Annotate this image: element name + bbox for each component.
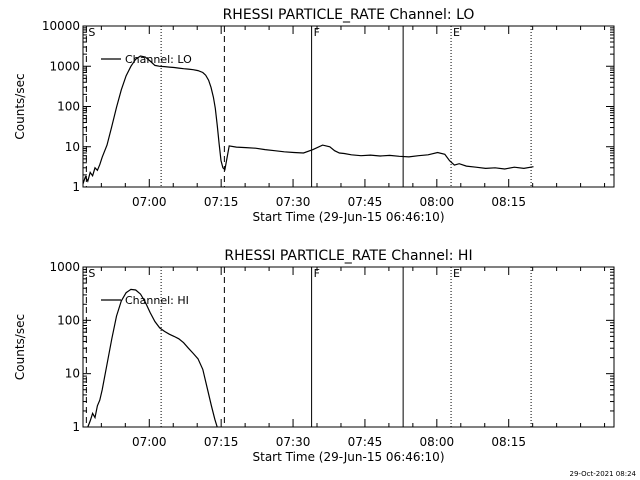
x-tick-label: 08:15 <box>491 435 526 449</box>
lo-channel-panel: RHESSI PARTICLE_RATE Channel: LO Start Ti… <box>13 7 615 224</box>
x-tick-label: 07:45 <box>348 195 383 209</box>
x-tick-label: 07:15 <box>204 195 239 209</box>
y-tick-label: 10 <box>65 140 80 154</box>
x-tick-label: 07:15 <box>204 435 239 449</box>
x-tick-label: 08:00 <box>420 435 455 449</box>
event-marker-label: F <box>314 26 320 39</box>
y-axis-label: Counts/sec <box>13 314 27 380</box>
y-tick-label: 1 <box>72 420 80 434</box>
data-series-line <box>87 288 218 428</box>
footer-date-stamp: 29-Oct-2021 08:24 <box>570 470 637 478</box>
x-axis-label: Start Time (29-Jun-15 06:46:10) <box>253 450 445 464</box>
y-axis-label: Counts/sec <box>13 73 27 139</box>
x-axis-label: Start Time (29-Jun-15 06:46:10) <box>253 210 445 224</box>
event-marker-label: S <box>88 26 95 39</box>
x-tick-label: 07:30 <box>276 435 311 449</box>
x-tick-label: 07:00 <box>132 195 167 209</box>
x-tick-label: 08:15 <box>491 195 526 209</box>
event-marker-label: F <box>314 267 320 280</box>
chart-title: RHESSI PARTICLE_RATE Channel: LO <box>223 7 475 23</box>
y-tick-label: 1000 <box>49 59 80 73</box>
y-tick-label: 1 <box>72 180 80 194</box>
y-tick-label: 10 <box>65 367 80 381</box>
legend-label: Channel: HI <box>125 294 189 307</box>
event-marker-label: S <box>88 267 95 280</box>
y-tick-label: 100 <box>57 100 80 114</box>
x-tick-label: 07:45 <box>348 435 383 449</box>
y-tick-label: 100 <box>57 313 80 327</box>
y-tick-label: 1000 <box>49 260 80 274</box>
x-tick-label: 07:30 <box>276 195 311 209</box>
event-marker-label: E <box>453 267 460 280</box>
x-tick-label: 07:00 <box>132 435 167 449</box>
plot-frame <box>82 266 615 428</box>
hi-channel-panel: RHESSI PARTICLE_RATE Channel: HI Start Ti… <box>13 248 615 464</box>
data-series-line <box>82 55 534 184</box>
legend-label: Channel: LO <box>125 53 192 66</box>
event-marker-label: E <box>453 26 460 39</box>
x-tick-label: 08:00 <box>420 195 455 209</box>
plot-frame <box>82 25 615 188</box>
chart-title: RHESSI PARTICLE_RATE Channel: HI <box>224 248 472 264</box>
y-tick-label: 10000 <box>42 19 80 33</box>
